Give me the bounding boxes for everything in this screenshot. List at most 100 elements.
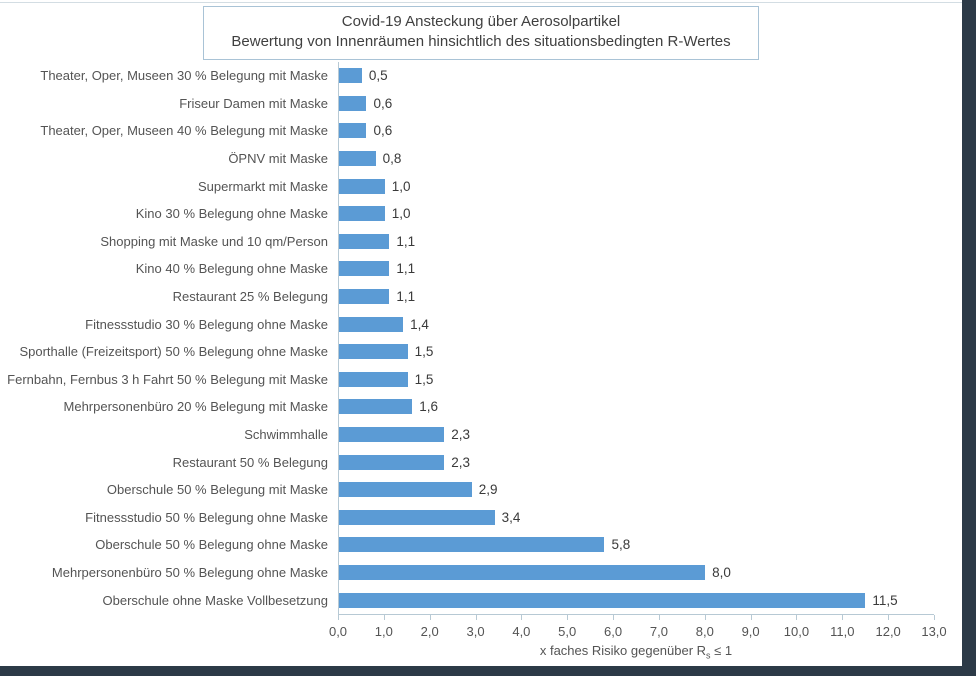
bar-track: 8,0 [338,558,934,587]
bar-value-label: 2,3 [451,454,471,470]
bar [339,233,390,249]
bar-track: 1,0 [338,199,934,228]
category-label: Fernbahn, Fernbus 3 h Fahrt 50 % Belegun… [7,371,328,387]
x-tick-label: 10,0 [783,624,810,639]
bar [339,454,445,470]
bar-track: 0,6 [338,117,934,145]
bar-track: 3,4 [338,503,934,532]
bar-value-label: 1,0 [391,206,411,222]
bar-row: Oberschule 50 % Belegung ohne Maske 5,8 [0,531,934,559]
bar [339,178,385,194]
bar-value-label: 0,6 [373,123,393,139]
bar-row: Oberschule ohne Maske Vollbesetzung 11,5 [0,586,934,614]
x-tick-mark [796,615,798,620]
bar-track: 1,4 [338,310,934,338]
bar-track: 1,6 [338,393,934,421]
category-label: Theater, Oper, Museen 30 % Belegung mit … [40,68,328,84]
bar [339,371,408,387]
bar-row: Sporthalle (Freizeitsport) 50 % Belegung… [0,337,934,366]
bar-row: Fitnessstudio 30 % Belegung ohne Maske 1,… [0,310,934,338]
x-axis-title: x faches Risiko gegenüber Rs ≤ 1 [338,643,934,661]
x-tick-label: 12,0 [875,624,901,639]
bar-value-label: 0,5 [368,68,388,84]
bar [339,482,472,498]
bar-row: Theater, Oper, Museen 30 % Belegung mit … [0,62,934,90]
x-tick-mark [750,615,752,620]
bar-value-label: 2,3 [451,427,471,443]
right-frame-strip [962,0,976,676]
category-label: Oberschule ohne Maske Vollbesetzung [102,592,328,608]
bar-track: 1,1 [338,282,934,311]
bar-row: Friseur Damen mit Maske 0,6 [0,89,934,118]
bar-row: Mehrpersonenbüro 50 % Belegung ohne Mask… [0,558,934,587]
bar [339,68,362,84]
bar [339,316,404,332]
x-tick-label: 0,0 [328,624,348,639]
category-label: Kino 30 % Belegung ohne Maske [135,206,328,222]
bar-value-label: 1,4 [410,316,429,332]
bar-value-label: 1,5 [414,344,434,360]
bar-value-label: 8,0 [712,564,731,580]
bar-value-label: 1,1 [396,233,416,249]
bar-track: 2,9 [338,475,934,504]
x-axis-title-prefix: x faches Risiko gegenüber R [539,643,707,658]
category-label: Sporthalle (Freizeitsport) 50 % Belegung… [19,344,328,360]
bar-row: Shopping mit Maske und 10 qm/Person 1,1 [0,227,934,256]
bar-track: 1,5 [338,337,934,366]
category-label: Oberschule 50 % Belegung ohne Maske [95,537,328,553]
bar [339,592,866,608]
category-label: Mehrpersonenbüro 20 % Belegung mit Maske [63,399,328,415]
category-label: Supermarkt mit Maske [197,178,328,194]
bar-chart: Theater, Oper, Museen 30 % Belegung mit … [0,62,934,614]
x-tick-mark [429,615,431,620]
category-label: Shopping mit Maske und 10 qm/Person [100,233,328,249]
bar-row: Supermarkt mit Maske 1,0 [0,172,934,200]
bar-value-label: 11,5 [872,592,898,608]
bottom-frame-strip [0,666,976,676]
x-tick-label: 11,0 [830,624,855,639]
x-tick-mark [567,615,569,620]
x-tick-label: 5,0 [558,624,577,639]
bar-row: Mehrpersonenbüro 20 % Belegung mit Maske… [0,393,934,421]
bar-rows: Theater, Oper, Museen 30 % Belegung mit … [0,62,934,614]
bar [339,344,408,360]
bar [339,123,367,139]
bar-row: Kino 40 % Belegung ohne Maske 1,1 [0,255,934,283]
category-label: Fitnessstudio 30 % Belegung ohne Maske [85,316,328,332]
x-tick-label: 9,0 [741,624,760,639]
bar-track: 1,1 [338,227,934,256]
bar-track: 1,1 [338,255,934,283]
category-label: Restaurant 25 % Belegung [172,289,328,305]
x-tick-mark [888,615,890,620]
bar-row: Fitnessstudio 50 % Belegung ohne Maske 3,… [0,503,934,532]
category-label: Schwimmhalle [244,427,328,443]
x-tick-label: 3,0 [466,624,485,639]
chart-title-line-2: Bewertung von Innenräumen hinsichtlich d… [231,33,731,50]
x-tick-label: 6,0 [604,624,623,639]
bar-track: 0,5 [338,62,934,90]
chart-title-line-1: Covid-19 Ansteckung über Aerosolpartikel [341,13,621,30]
bar-row: Restaurant 25 % Belegung 1,1 [0,282,934,311]
bar-track: 5,8 [338,531,934,559]
bar-track: 2,3 [338,420,934,449]
x-tick-mark [613,615,615,620]
bar-track: 1,0 [338,172,934,200]
bar-value-label: 2,9 [478,482,498,498]
bar-track: 0,8 [338,144,934,173]
bar [339,399,413,415]
x-tick-label: 2,0 [420,624,439,639]
category-label: Friseur Damen mit Maske [179,95,328,111]
x-tick-label: 4,0 [512,624,531,639]
bar-value-label: 1,1 [396,261,416,277]
bar-value-label: 1,6 [419,399,438,415]
x-tick-mark [704,615,706,620]
x-axis-title-suffix: ≤ 1 [710,643,733,658]
x-tick-mark [842,615,844,620]
bar [339,509,495,525]
bar [339,95,367,111]
bar-row: Schwimmhalle 2,3 [0,420,934,449]
x-tick-mark [658,615,660,620]
x-axis-title-subscript: s [706,650,711,661]
bar [339,261,390,277]
category-label: Oberschule 50 % Belegung mit Maske [106,482,328,498]
